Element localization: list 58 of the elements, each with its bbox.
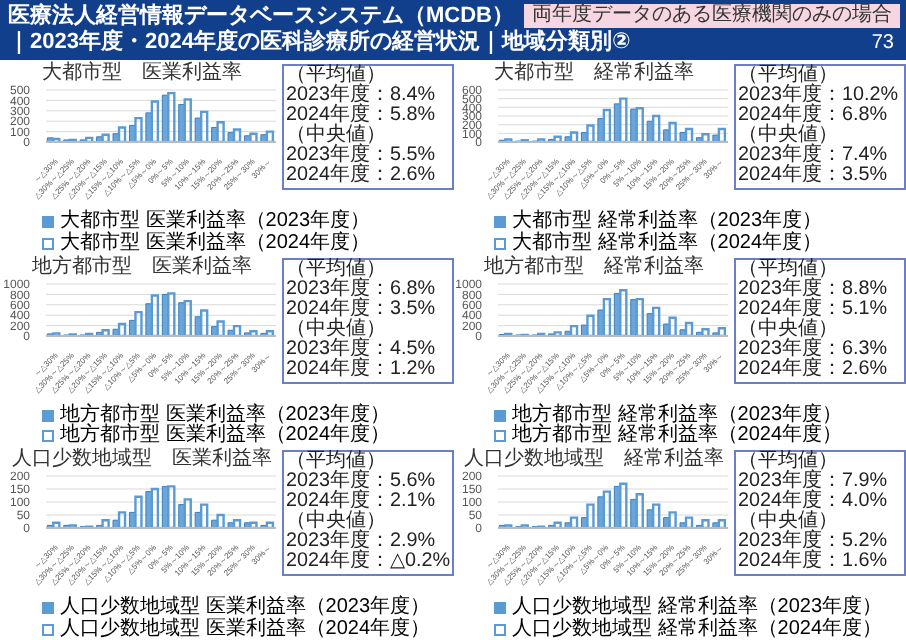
text: 2023年度：5.2% — [738, 530, 889, 552]
text: 2024年度：2.6% — [286, 164, 437, 186]
legend-label: 人口少数地域型 経常利益率（2024年度） — [510, 617, 885, 640]
text: 2024年度：△0.2% — [286, 550, 451, 572]
text: 2024年度：1.2% — [286, 357, 437, 379]
text: 2024年度：6.8% — [738, 104, 889, 126]
text: （中央値） — [286, 124, 388, 146]
text: 2023年度：8.4% — [286, 84, 437, 106]
text: （中央値） — [738, 124, 840, 146]
text: 2023年度：5.5% — [286, 144, 437, 166]
text: 2024年度：5.1% — [738, 297, 889, 319]
legend-label: 人口少数地域型 医業利益率（2024年度） — [58, 617, 433, 640]
text: ｜2023年度・2024年度の医科診療所の経営状況｜地域分類別② — [8, 30, 631, 54]
text: 2024年度：3.5% — [286, 297, 437, 319]
text: （中央値） — [738, 317, 840, 339]
text: 2024年度：2.6% — [738, 357, 889, 379]
legend-label: 地方都市型 医業利益率（2023年度） — [58, 403, 393, 425]
text: 2023年度：4.5% — [286, 337, 437, 359]
legend-label: 人口少数地域型 経常利益率（2023年度） — [510, 596, 885, 618]
text: 2023年度：6.3% — [738, 337, 889, 359]
chart-title: 人口少数地域型 医業利益率 — [10, 448, 274, 470]
text: 2024年度：4.0% — [738, 490, 889, 512]
text: 2024年度：3.5% — [738, 164, 889, 186]
text: 2023年度：2.9% — [286, 530, 437, 552]
text: （平均値） — [738, 450, 840, 472]
legend-label: 地方都市型 経常利益率（2024年度） — [510, 424, 845, 447]
chart-title: 地方都市型 医業利益率 — [30, 255, 254, 277]
text: （平均値） — [286, 64, 388, 86]
legend-label: 大都市型 経常利益率（2024年度） — [510, 231, 825, 254]
text: 2023年度：6.8% — [286, 277, 437, 299]
text: 2023年度：10.2% — [738, 84, 900, 106]
text: （中央値） — [286, 317, 388, 339]
legend-label: 地方都市型 医業利益率（2024年度） — [58, 424, 393, 447]
text: （中央値） — [738, 510, 840, 532]
text: 2024年度：1.6% — [738, 550, 889, 572]
text: 73 — [871, 32, 894, 56]
text: 2023年度：5.6% — [286, 470, 437, 492]
legend-label: 人口少数地域型 医業利益率（2023年度） — [58, 596, 433, 618]
text: 医療法人経営情報データベースシステム（MCDB） — [8, 4, 514, 28]
legend-label: 大都市型 医業利益率（2024年度） — [58, 231, 373, 254]
text: 2023年度：8.8% — [738, 277, 889, 299]
legend-label: 大都市型 経常利益率（2023年度） — [510, 210, 825, 232]
text: （平均値） — [286, 257, 388, 279]
chart-title: 大都市型 経常利益率 — [492, 62, 696, 84]
text: （平均値） — [738, 257, 840, 279]
text: 2024年度：5.8% — [286, 104, 437, 126]
chart-title: 大都市型 医業利益率 — [40, 62, 244, 84]
text: 2023年度：7.9% — [738, 470, 889, 492]
text: （中央値） — [286, 510, 388, 532]
legend-label: 大都市型 医業利益率（2023年度） — [58, 210, 373, 232]
chart-title: 地方都市型 経常利益率 — [482, 255, 706, 277]
text: （平均値） — [286, 450, 388, 472]
legend-label: 地方都市型 経常利益率（2023年度） — [510, 403, 845, 425]
text: 両年度データのある医療機関のみの場合 — [524, 4, 900, 28]
text: （平均値） — [738, 64, 840, 86]
text: 2024年度：2.1% — [286, 490, 437, 512]
chart-title: 人口少数地域型 経常利益率 — [462, 448, 726, 470]
text: 2023年度：7.4% — [738, 144, 889, 166]
